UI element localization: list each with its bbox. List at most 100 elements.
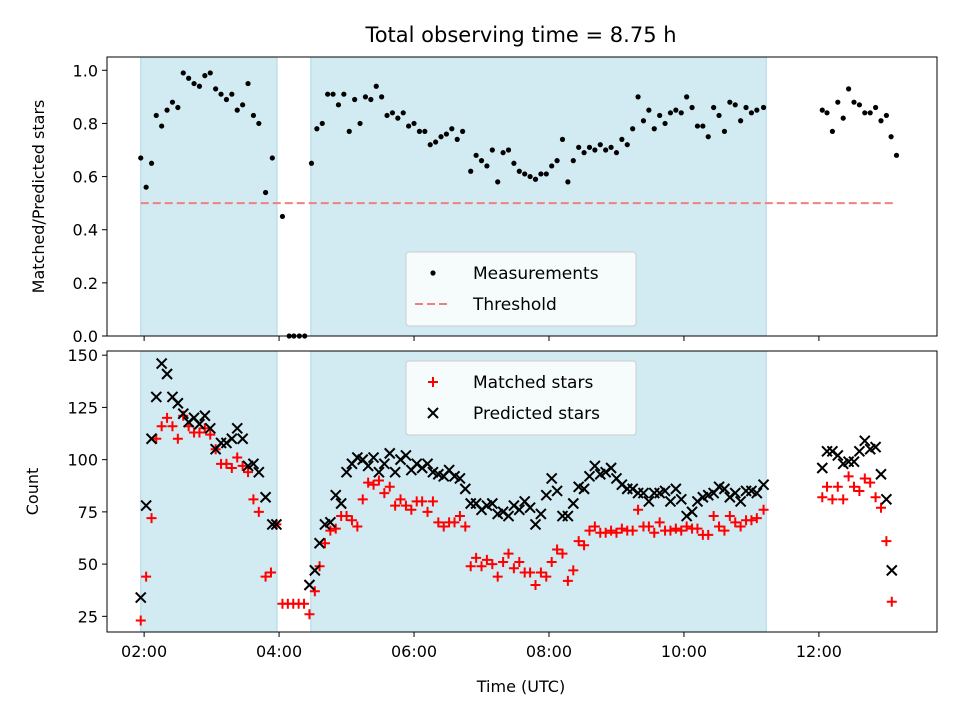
data-point [522,171,528,177]
data-point [758,504,769,515]
data-point [148,160,155,166]
data-point [140,499,152,512]
data-point [196,83,203,89]
data-point [729,487,741,499]
data-point [651,126,657,132]
data-point [840,115,846,121]
data-point [486,497,499,510]
data-point [562,510,574,522]
data-point [711,104,717,111]
data-point [262,189,269,196]
data-point [616,523,627,534]
y-tick-label: 1.0 [73,61,98,80]
data-point [865,477,876,488]
data-point [703,529,714,540]
data-point [193,418,206,430]
data-point [732,102,738,108]
legend: Measurements Threshold [405,251,637,327]
data-point [562,575,573,586]
data-point [822,481,833,492]
data-point [299,598,310,609]
data-point [505,147,512,153]
data-point [532,176,539,182]
y-axis-label: Matched/Predicted stars [29,100,48,294]
data-point [270,518,283,531]
data-point [734,495,747,508]
data-point [489,147,495,153]
data-point [511,160,517,166]
data-point [164,107,170,113]
y-tick-label: 75 [78,503,98,522]
data-point [870,492,881,503]
legend-marker [428,377,438,387]
data-point [389,110,396,116]
data-point [851,99,857,105]
data-point [646,107,652,113]
data-point [883,112,889,119]
data-point [237,460,248,471]
data-point [888,134,894,140]
data-point [692,523,703,534]
legend-label: Threshold [472,295,557,315]
data-point [346,128,352,134]
data-point [473,152,479,158]
data-point [363,477,374,488]
data-point [514,557,525,568]
data-point [449,126,455,132]
data-point [659,485,671,497]
data-point [627,525,638,536]
data-point [417,496,428,507]
data-point [637,487,650,499]
data-point [400,449,412,462]
data-point [665,525,676,536]
data-point [619,136,625,142]
legend-marker [427,407,439,419]
legend-box [405,251,637,327]
data-point [624,142,630,148]
data-point [138,155,144,161]
data-point [649,527,660,538]
data-point [487,559,498,570]
data-point [541,571,552,582]
data-point [231,422,243,435]
data-point [443,131,450,137]
data-point [226,433,238,445]
data-point [578,483,590,495]
data-point [581,150,587,156]
data-point [495,179,501,185]
data-point [460,521,471,532]
data-point [330,489,342,501]
data-point [727,99,733,105]
data-point [557,548,568,559]
data-point [177,407,189,420]
data-point [635,94,641,100]
data-point [368,96,374,103]
data-point [191,80,197,87]
data-point [204,422,216,435]
data-point [821,445,833,457]
data-point [835,99,841,105]
data-point [686,506,698,518]
data-point [269,155,275,161]
data-point [708,511,719,522]
data-point [226,462,237,473]
data-point [535,567,546,578]
data-point [319,120,325,127]
data-point [172,397,184,409]
data-point [253,466,265,478]
data-point [530,579,541,590]
data-point [379,94,385,100]
data-point [150,391,162,403]
data-point [524,501,536,514]
data-point [438,134,444,140]
data-point [856,102,862,108]
data-point [527,173,533,180]
data-point [546,557,557,568]
data-point [416,128,423,134]
data-point [234,107,240,113]
data-point [565,179,571,185]
data-point [516,168,522,174]
data-point [843,471,854,482]
y-tick-label: 0.6 [73,168,98,187]
data-point [384,481,395,492]
